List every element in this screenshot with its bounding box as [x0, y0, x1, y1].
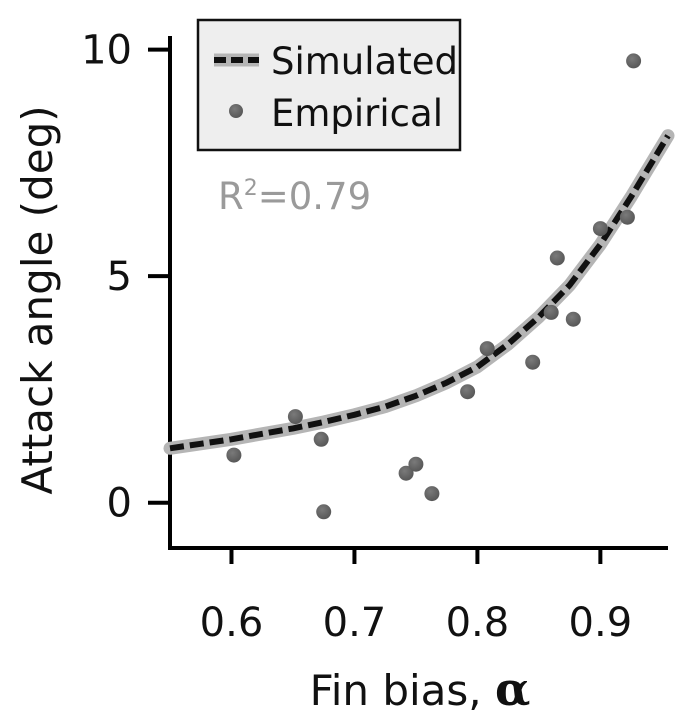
x-tick-label: 0.9	[569, 600, 633, 646]
empirical-point	[543, 304, 559, 320]
empirical-series	[226, 53, 642, 520]
legend-empirical-marker	[229, 104, 243, 118]
simulated-line	[169, 134, 671, 452]
x-tick-label: 0.6	[200, 600, 264, 646]
legend-simulated-label: Simulated	[271, 40, 458, 83]
y-tick-label: 5	[107, 254, 132, 300]
empirical-point	[565, 311, 581, 327]
legend: Simulated Empirical	[196, 18, 462, 152]
empirical-point	[592, 221, 608, 237]
empirical-point	[316, 504, 332, 520]
empirical-point	[626, 53, 642, 69]
legend-empirical-label: Empirical	[271, 92, 443, 135]
y-axis-title: Attack angle (deg)	[13, 105, 62, 494]
empirical-point	[460, 384, 476, 400]
r-squared-superscript: 2	[244, 176, 258, 201]
empirical-point	[287, 409, 303, 425]
x-tick-label: 0.7	[323, 600, 387, 646]
simulated-series	[163, 129, 675, 455]
empirical-point	[408, 456, 424, 472]
alpha-symbol: α	[495, 662, 530, 716]
empirical-point	[549, 250, 565, 266]
x-axis-title: Fin bias, α	[310, 662, 531, 716]
r-squared-annotation: R2=0.79	[218, 175, 371, 218]
empirical-point	[313, 431, 329, 447]
empirical-point	[424, 486, 440, 502]
legend-box	[196, 18, 462, 152]
empirical-point	[525, 354, 541, 370]
axes	[168, 36, 668, 550]
x-tick-label: 0.8	[446, 600, 510, 646]
empirical-point	[479, 341, 495, 357]
y-tick-label: 0	[107, 481, 132, 527]
y-tick-label: 10	[81, 28, 132, 74]
empirical-point	[226, 447, 242, 463]
empirical-point	[619, 209, 635, 225]
empirical-point	[398, 465, 414, 481]
ticks: 0.6 0.7 0.8 0.9 0 5 10	[81, 28, 632, 646]
